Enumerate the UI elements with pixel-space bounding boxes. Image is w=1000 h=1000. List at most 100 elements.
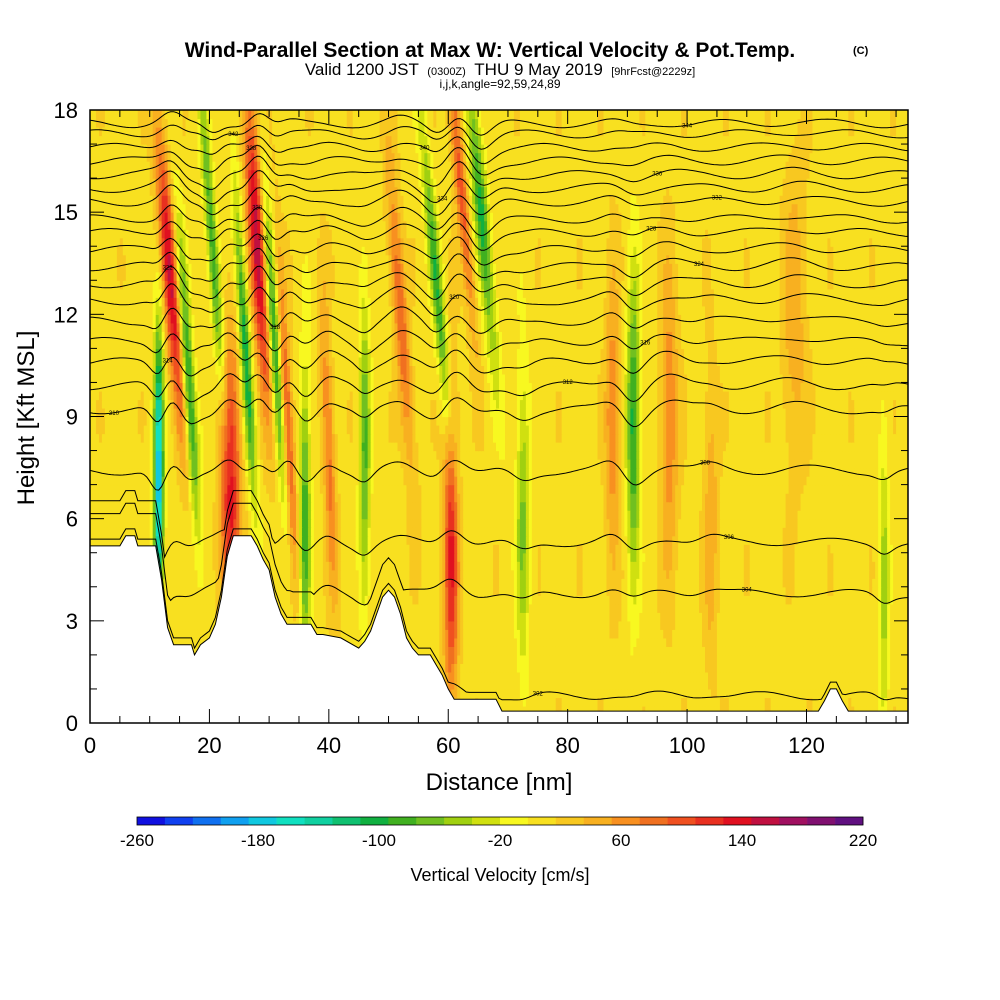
velocity-cell	[875, 671, 879, 682]
velocity-cell	[319, 620, 324, 630]
velocity-cell	[806, 637, 811, 647]
velocity-cell	[675, 688, 679, 699]
velocity-cell	[636, 646, 640, 656]
velocity-cell	[367, 612, 372, 622]
velocity-cell	[854, 595, 858, 605]
velocity-cell	[728, 654, 733, 664]
velocity-cell	[794, 663, 799, 673]
velocity-cell	[570, 595, 575, 605]
velocity-cell	[878, 595, 882, 605]
velocity-cell	[487, 688, 491, 699]
velocity-cell	[624, 680, 628, 690]
velocity-cell	[707, 671, 712, 682]
velocity-cell	[660, 680, 664, 690]
velocity-cell	[588, 654, 593, 664]
velocity-cell	[869, 612, 873, 622]
velocity-cell	[558, 680, 563, 690]
velocity-cell	[364, 603, 369, 613]
velocity-cell	[457, 603, 461, 613]
velocity-cell	[633, 654, 637, 664]
velocity-cell	[618, 646, 623, 656]
velocity-cell	[899, 595, 903, 605]
velocity-cell	[573, 637, 578, 647]
velocity-cell	[534, 671, 539, 682]
velocity-cell	[725, 688, 730, 699]
velocity-cell	[654, 637, 658, 647]
velocity-cell	[445, 620, 449, 630]
velocity-cell	[206, 629, 211, 639]
velocity-cell	[501, 697, 506, 707]
velocity-cell	[905, 697, 908, 707]
velocity-cell	[630, 629, 634, 639]
velocity-cell	[752, 595, 757, 605]
velocity-cell	[352, 620, 357, 630]
velocity-cell	[475, 629, 479, 639]
velocity-cell	[582, 595, 587, 605]
subtitle-valid: Valid 1200 JST	[305, 60, 419, 79]
velocity-cell	[176, 620, 181, 630]
velocity-cell	[612, 705, 617, 716]
velocity-cell	[549, 637, 554, 647]
velocity-cell	[531, 654, 536, 664]
velocity-cell	[543, 637, 548, 647]
velocity-cell	[427, 637, 431, 647]
velocity-cell	[597, 603, 602, 613]
velocity-cell	[597, 629, 602, 639]
velocity-cell	[576, 612, 581, 622]
velocity-cell	[770, 646, 775, 656]
velocity-cell	[573, 646, 578, 656]
velocity-cell	[499, 680, 503, 690]
velocity-cell	[493, 654, 497, 664]
velocity-cell	[797, 595, 802, 605]
velocity-cell	[552, 612, 557, 622]
velocity-cell	[472, 637, 476, 647]
velocity-cell	[896, 612, 900, 622]
velocity-cell	[203, 620, 208, 630]
velocity-cell	[579, 637, 584, 647]
velocity-cell	[501, 646, 506, 656]
velocity-cell	[636, 603, 640, 613]
velocity-cell	[627, 603, 631, 613]
velocity-cell	[609, 603, 614, 613]
velocity-cell	[636, 595, 640, 605]
velocity-cell	[507, 697, 512, 707]
velocity-cell	[564, 654, 569, 664]
velocity-cell	[824, 637, 828, 647]
velocity-cell	[743, 697, 748, 707]
velocity-cell	[794, 620, 799, 630]
velocity-cell	[797, 620, 802, 630]
velocity-cell	[869, 637, 873, 647]
velocity-cell	[454, 646, 458, 656]
velocity-cell	[567, 654, 572, 664]
velocity-cell	[600, 680, 605, 690]
velocity-cell	[696, 595, 700, 605]
velocity-cell	[684, 620, 688, 630]
velocity-cell	[603, 603, 608, 613]
velocity-cell	[893, 680, 897, 690]
velocity-cell	[675, 620, 679, 630]
velocity-cell	[484, 637, 488, 647]
velocity-cell	[651, 705, 655, 716]
velocity-cell	[493, 612, 497, 622]
velocity-cell	[397, 595, 402, 605]
velocity-cell	[758, 620, 763, 630]
velocity-cell	[776, 671, 781, 682]
velocity-cell	[848, 654, 852, 664]
velocity-cell	[540, 637, 545, 647]
velocity-cell	[648, 688, 652, 699]
velocity-cell	[761, 705, 766, 716]
velocity-cell	[890, 688, 894, 699]
velocity-cell	[863, 603, 867, 613]
velocity-cell	[678, 646, 682, 656]
velocity-cell	[687, 663, 691, 673]
velocity-cell	[591, 612, 596, 622]
velocity-cell	[528, 663, 533, 673]
velocity-cell	[564, 595, 569, 605]
velocity-cell	[887, 637, 891, 647]
velocity-cell	[887, 612, 891, 622]
velocity-cell	[648, 603, 652, 613]
velocity-cell	[845, 620, 849, 630]
velocity-cell	[693, 688, 697, 699]
velocity-cell	[522, 688, 527, 699]
